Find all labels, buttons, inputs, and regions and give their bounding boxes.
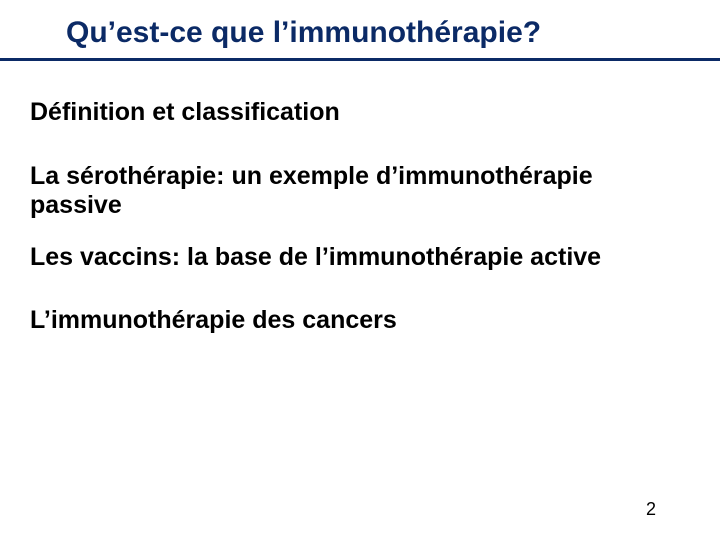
page-number: 2 — [646, 499, 656, 520]
outline-item: Les vaccins: la base de l’immunothérapie… — [30, 243, 690, 273]
outline-item: La sérothérapie: un exemple d’immunothér… — [30, 162, 690, 221]
slide-body: Définition et classification La sérothér… — [30, 98, 690, 370]
outline-item: Définition et classification — [30, 98, 690, 128]
slide-title: Qu’est-ce que l’immunothérapie? — [66, 16, 541, 50]
slide: Qu’est-ce que l’immunothérapie? Définiti… — [0, 0, 720, 540]
title-underline — [0, 58, 720, 61]
outline-item: L’immunothérapie des cancers — [30, 306, 690, 336]
